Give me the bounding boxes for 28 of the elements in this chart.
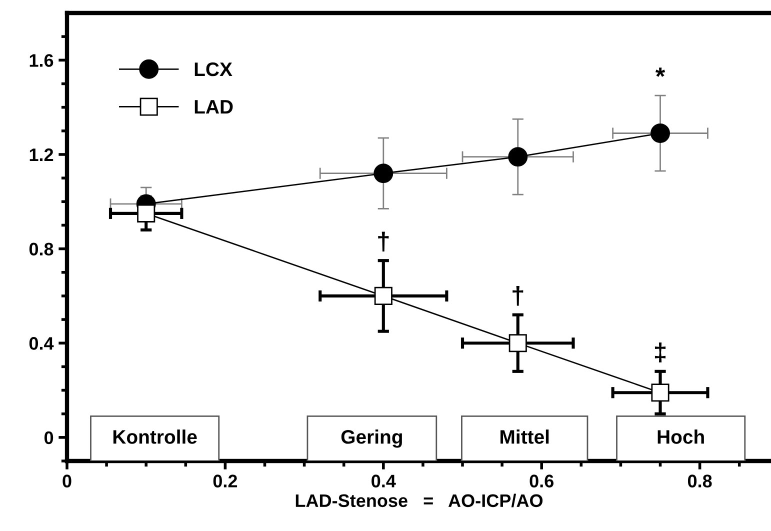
- x-tick-label: 0.2: [213, 474, 238, 488]
- y-tick-label: 1.2: [30, 148, 54, 162]
- point: [650, 124, 670, 143]
- point: [374, 286, 392, 305]
- band-label: Hoch: [658, 430, 704, 444]
- legend-label: LCX: [194, 62, 232, 76]
- y-tick-label: 0.8: [29, 242, 54, 256]
- point: [651, 384, 670, 402]
- annotation: †: [512, 286, 524, 306]
- band-label: Kontrolle: [113, 430, 197, 444]
- annotation: *: [655, 68, 666, 77]
- x-tick-label: 0.4: [372, 474, 396, 488]
- x-tick-label: 0.8: [688, 474, 712, 488]
- point: [508, 147, 528, 167]
- x-tick-label: 0.6: [530, 474, 554, 488]
- y-tick-label: 0.4: [29, 337, 54, 350]
- x-axis-title: LAD-Stenose = AO-ICP/AO: [296, 494, 543, 508]
- annotation: †: [378, 232, 389, 252]
- y-tick-label: 1.6: [30, 54, 54, 67]
- band-label: Mittel: [500, 430, 549, 444]
- y-tick-label: 0: [44, 431, 54, 444]
- x-tick-label: 0: [62, 474, 72, 488]
- point: [374, 164, 394, 184]
- annotation: ‡: [654, 342, 666, 362]
- point: [137, 204, 156, 222]
- legend-label: LAD: [194, 100, 233, 114]
- band-label: Gering: [341, 429, 402, 448]
- point: [508, 334, 527, 352]
